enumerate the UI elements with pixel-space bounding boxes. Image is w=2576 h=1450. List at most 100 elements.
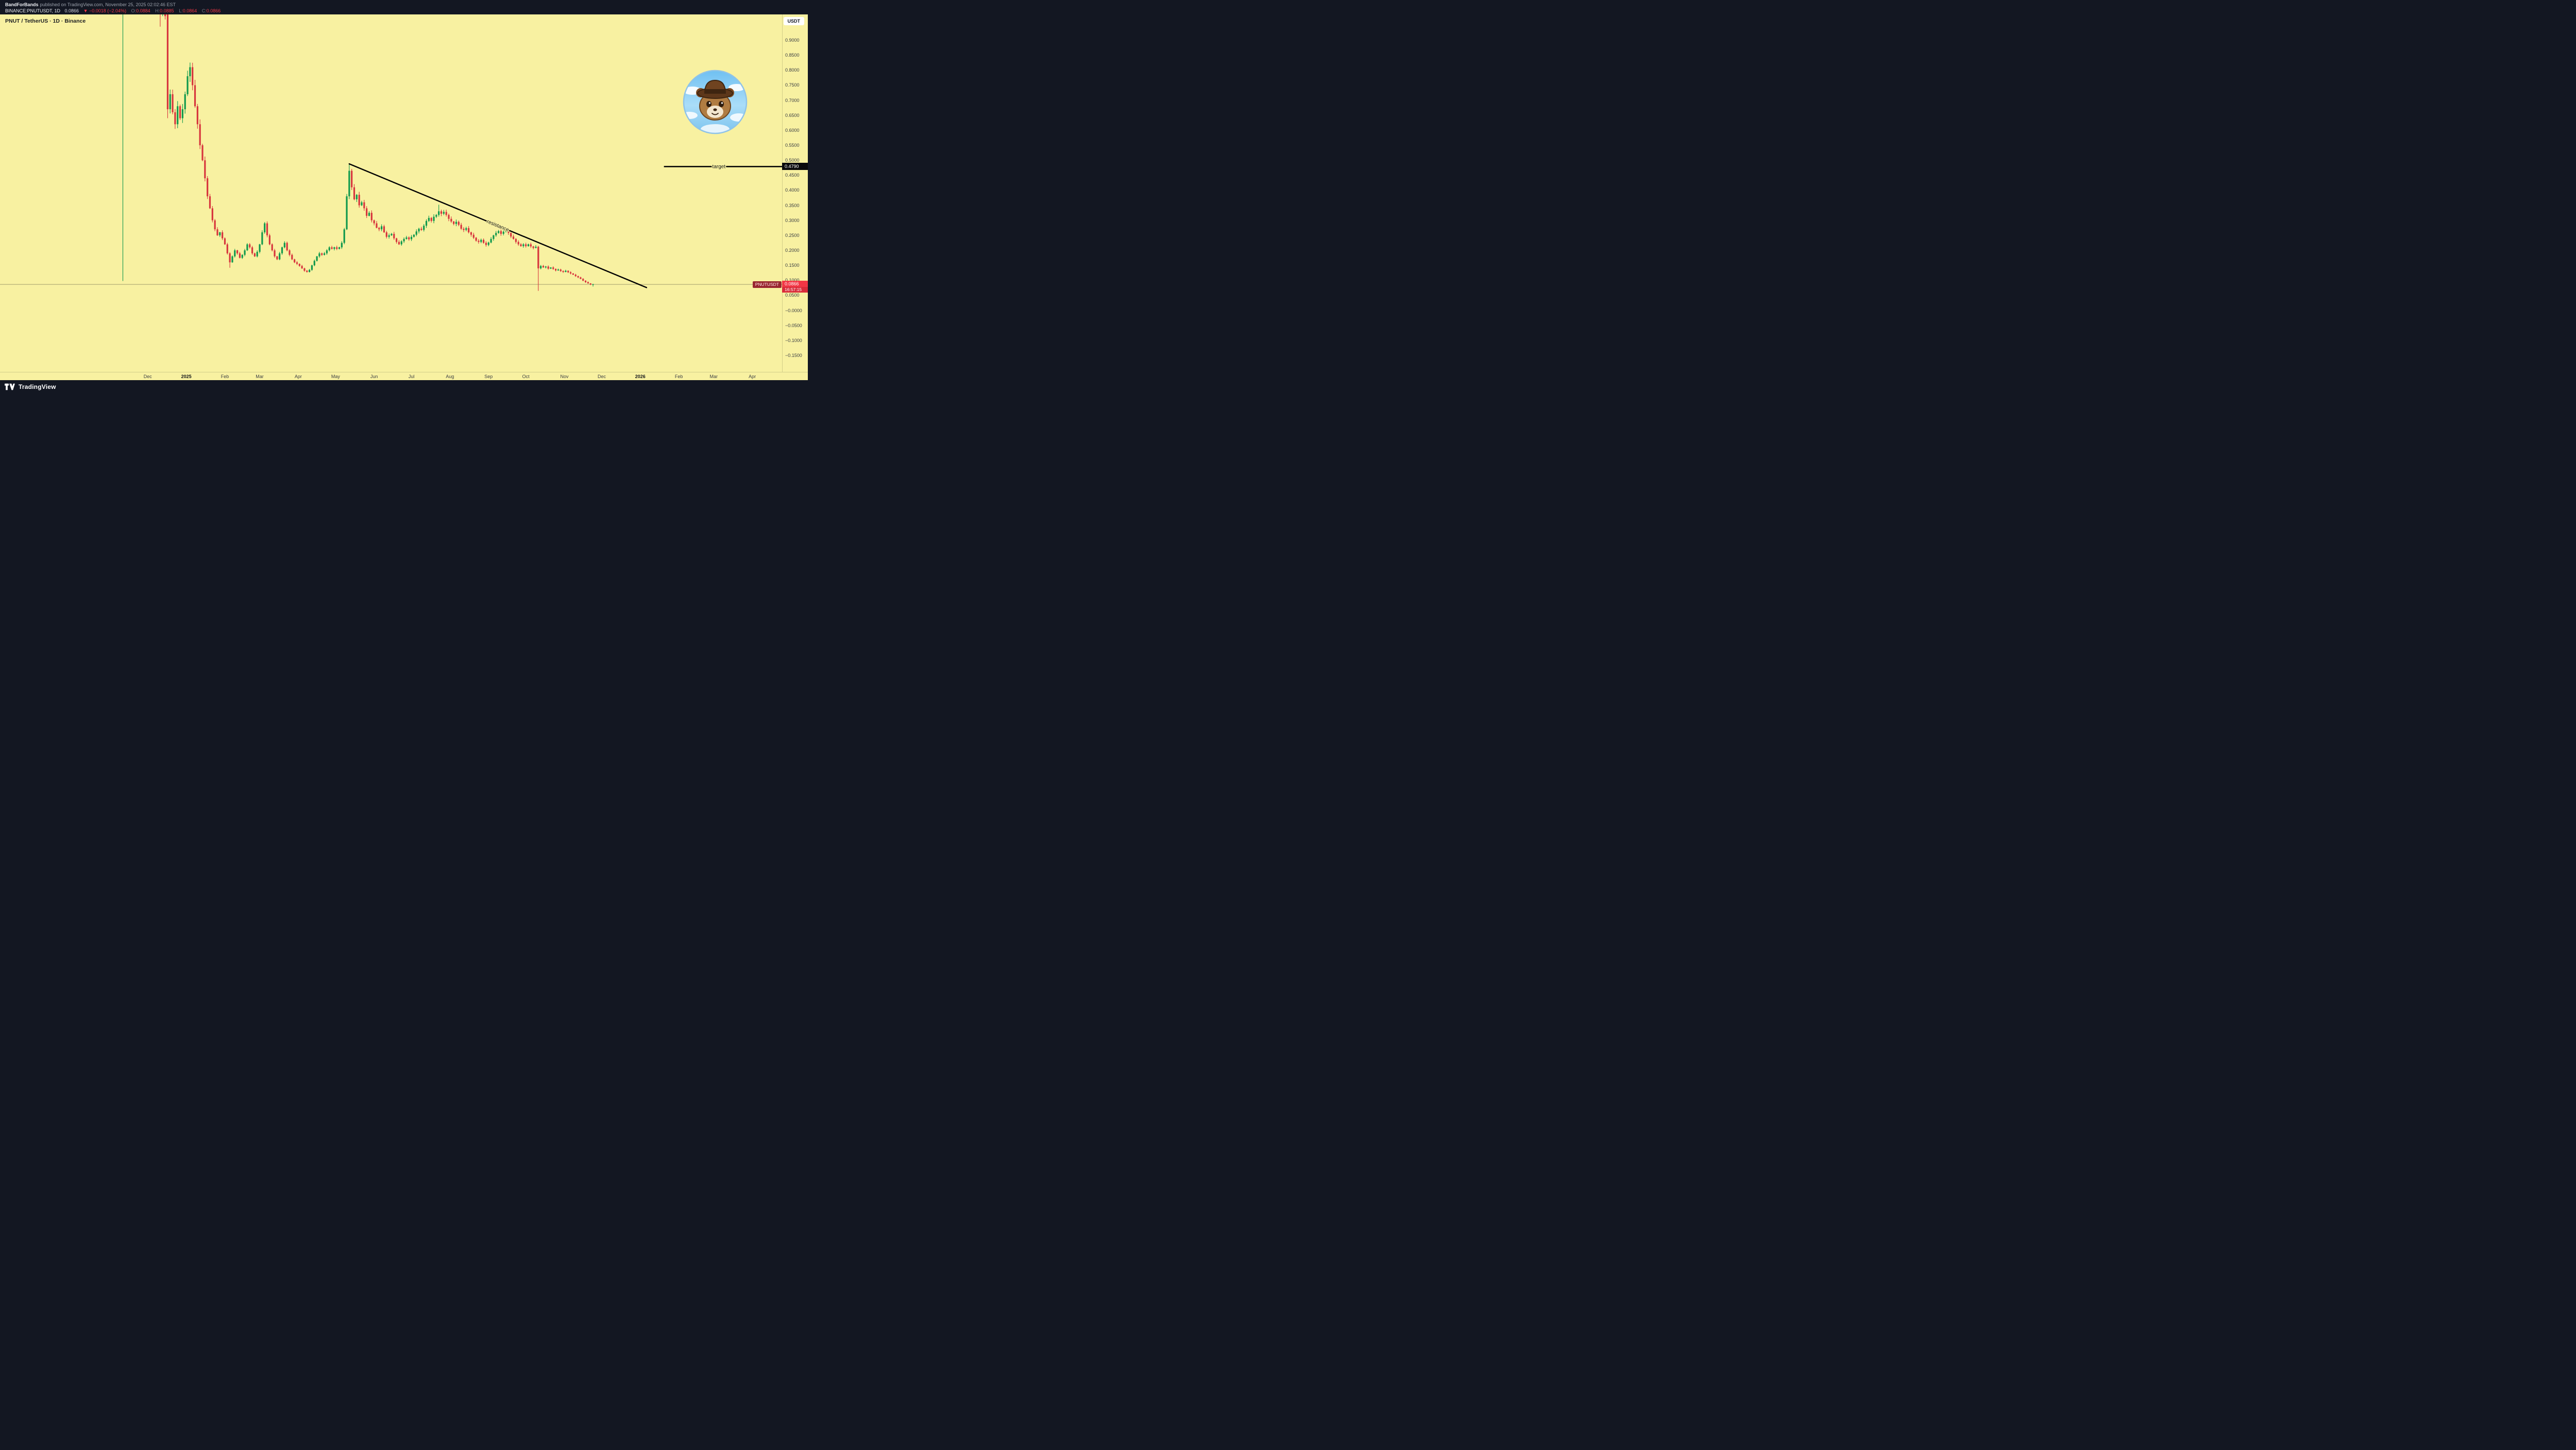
- candle: [166, 14, 169, 118]
- candle: [179, 105, 181, 121]
- price-tick-label: 0.7500: [785, 82, 800, 88]
- candle: [475, 237, 477, 242]
- candle: [570, 271, 572, 275]
- candle: [271, 243, 273, 252]
- candle: [468, 226, 470, 234]
- candle: [405, 235, 408, 240]
- candle: [192, 62, 194, 91]
- time-tick-label: Jun: [370, 374, 378, 379]
- candle: [219, 232, 221, 237]
- candle: [465, 227, 467, 232]
- candle: [385, 231, 387, 238]
- candle: [294, 259, 296, 263]
- candle: [174, 109, 176, 129]
- price-tick-label: 0.4500: [785, 173, 800, 178]
- candle: [209, 194, 211, 209]
- direction-down-icon: ▼: [83, 8, 88, 13]
- candle: [224, 237, 226, 245]
- price-tick-label: 0.1500: [785, 263, 800, 268]
- candle: [383, 225, 385, 233]
- symbol-interval[interactable]: BINANCE:PNUTUSDT, 1D: [5, 8, 61, 13]
- logo-ring: [683, 70, 748, 134]
- price-tick-label: 0.5500: [785, 143, 800, 148]
- resistance-trendline[interactable]: [348, 163, 648, 288]
- candle: [515, 238, 517, 244]
- candle: [483, 238, 485, 244]
- candle: [162, 14, 163, 16]
- candle: [259, 244, 261, 253]
- candle: [378, 227, 380, 231]
- candle: [184, 91, 186, 114]
- candle: [291, 253, 293, 261]
- candle: [433, 214, 435, 224]
- last-price-axis-label: 0.0866 16:57:15: [782, 281, 808, 293]
- candle: [535, 245, 537, 249]
- time-tick-label: Jul: [408, 374, 415, 379]
- candle: [321, 252, 323, 256]
- candle: [527, 243, 530, 247]
- time-tick-label: Nov: [560, 374, 569, 379]
- candle: [207, 176, 209, 199]
- candlestick-plot[interactable]: resistance target: [0, 14, 782, 372]
- price-tick-label: 0.6500: [785, 112, 800, 118]
- candle: [264, 222, 266, 234]
- candle: [567, 270, 569, 274]
- candle: [470, 231, 472, 237]
- time-tick-label: Feb: [221, 374, 229, 379]
- price-tick-label: 0.3500: [785, 202, 800, 208]
- candle: [497, 230, 500, 234]
- candle: [331, 246, 333, 250]
- candle: [460, 223, 462, 230]
- candle: [500, 229, 502, 236]
- candle: [276, 255, 278, 260]
- candle: [510, 232, 512, 238]
- time-tick-label: Feb: [674, 374, 683, 379]
- time-axis[interactable]: Dec 2025 Feb Mar Apr May Jun Jul Aug Sep Oct Nov Dec…: [0, 372, 808, 380]
- candle: [445, 210, 447, 217]
- author-name[interactable]: BandForBands: [5, 2, 39, 7]
- candle: [336, 245, 338, 250]
- candle: [239, 251, 241, 259]
- cloud: [730, 113, 747, 122]
- candle: [545, 266, 547, 269]
- candle: [550, 267, 552, 269]
- candle: [204, 156, 206, 182]
- last-price-value: 0.0866: [64, 8, 79, 13]
- candle: [557, 268, 560, 271]
- price-tick-label: 0.2000: [785, 248, 800, 253]
- time-tick-label: Aug: [446, 374, 454, 379]
- close-label: C:: [201, 8, 207, 13]
- candle: [226, 243, 228, 255]
- symbol-price-label: PNUTUSDT: [752, 281, 782, 288]
- candle: [552, 266, 554, 270]
- bar-countdown: 16:57:15: [782, 287, 808, 293]
- tradingview-logo-icon[interactable]: [5, 383, 15, 390]
- price-tick-label: −0.0000: [785, 308, 802, 313]
- candle: [333, 246, 335, 251]
- cowboy-hat-band: [705, 89, 725, 93]
- candle: [160, 14, 161, 27]
- candle: [355, 194, 358, 202]
- target-price-axis-label: 0.4790: [782, 163, 808, 170]
- candle: [589, 283, 591, 285]
- resistance-label: resistance: [486, 219, 510, 233]
- currency-toggle-button[interactable]: USDT: [783, 17, 804, 25]
- candle: [540, 265, 542, 269]
- chart-area[interactable]: PNUT / TetherUS · 1D · Binance USDT resi…: [0, 14, 808, 380]
- candle: [403, 237, 405, 243]
- tradingview-wordmark[interactable]: TradingView: [19, 383, 56, 390]
- price-axis[interactable]: 0.9000 0.8500 0.8000 0.7500 0.7000 0.6500 0.60…: [782, 14, 808, 372]
- candle: [480, 238, 482, 244]
- candle: [343, 228, 345, 245]
- candle: [283, 241, 285, 249]
- candle: [560, 268, 562, 272]
- candle: [423, 224, 425, 232]
- candle: [363, 200, 365, 211]
- tradingview-snapshot: BandForBands published on TradingView.com…: [0, 0, 808, 393]
- candle: [373, 219, 375, 226]
- chart-title: PNUT / TetherUS · 1D · Binance: [5, 18, 86, 24]
- high-label: H:: [155, 8, 160, 13]
- candle: [555, 268, 557, 271]
- candle: [211, 206, 213, 223]
- open-label: O:: [131, 8, 137, 13]
